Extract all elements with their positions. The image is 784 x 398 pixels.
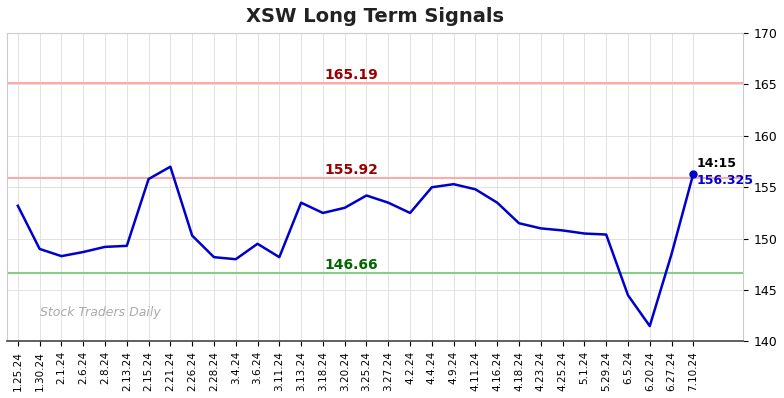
Title: XSW Long Term Signals: XSW Long Term Signals [246, 7, 504, 26]
Point [687, 170, 699, 177]
Text: 155.92: 155.92 [325, 163, 379, 177]
Text: Stock Traders Daily: Stock Traders Daily [40, 306, 161, 319]
Text: 165.19: 165.19 [325, 68, 379, 82]
Text: 146.66: 146.66 [325, 258, 378, 272]
Text: 156.325: 156.325 [697, 174, 753, 187]
Text: 14:15: 14:15 [697, 158, 737, 170]
